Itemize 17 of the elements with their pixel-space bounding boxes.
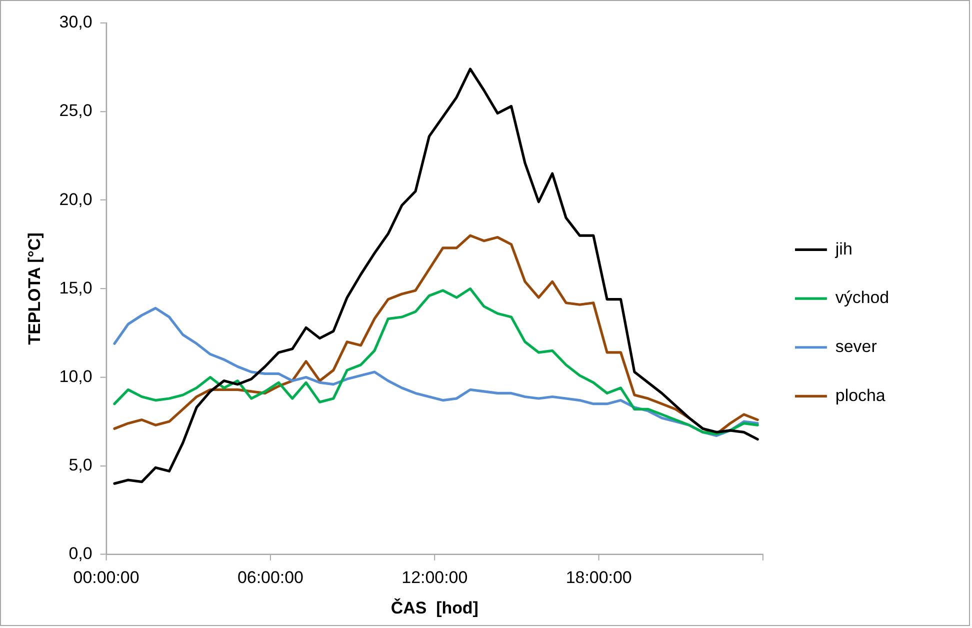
legend-label: jih (834, 239, 852, 258)
x-tick-label: 00:00:00 (73, 568, 140, 588)
legend-label: východ (835, 288, 890, 308)
legend-label: plocha (835, 386, 886, 405)
y-axis-title: TEPLOTA [°C] (24, 232, 44, 345)
y-tick-label: 0,0 (68, 544, 92, 564)
x-tick-label: 12:00:00 (402, 568, 468, 588)
y-tick-label: 20,0 (59, 190, 92, 209)
x-tick-label: 18:00:00 (566, 568, 632, 588)
y-tick-label: 30,0 (59, 12, 92, 32)
y-tick-label: 25,0 (59, 101, 92, 120)
y-tick-label: 15,0 (59, 278, 92, 298)
x-tick-label: 06:00:00 (237, 568, 304, 588)
y-tick-label: 5,0 (68, 456, 92, 475)
x-axis-title: ČAS [hod] (390, 598, 478, 618)
legend-label: sever (835, 337, 878, 356)
y-tick-label: 10,0 (59, 366, 92, 386)
